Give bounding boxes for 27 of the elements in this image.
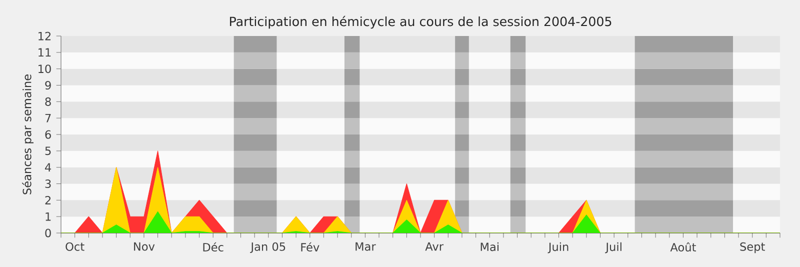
x-tick-label: Juil <box>605 242 622 254</box>
x-tick-label: Déc <box>203 242 224 252</box>
y-tick-label: 4 <box>45 163 52 172</box>
y-tick-label: 5 <box>45 146 51 156</box>
x-tick-label: Avr <box>425 242 444 251</box>
y-tick-label: 0 <box>45 228 51 238</box>
x-tick-label: Fév <box>301 242 320 252</box>
x-tick-label: Jan 05 <box>250 242 286 253</box>
x-tick-label: Mar <box>356 242 376 251</box>
y-tick-label: 1 <box>46 212 51 221</box>
chart-title: Participation en hémicycle au cours de la session 2004-2005 <box>230 16 612 29</box>
y-tick-label: 6 <box>45 130 51 139</box>
x-tick-label: Sept <box>740 242 765 254</box>
x-tick-label: Juin <box>548 242 568 254</box>
y-tick-label: 3 <box>45 179 51 188</box>
y-tick-label: 9 <box>45 80 51 90</box>
y-tick-label: 11 <box>38 48 51 57</box>
y-tick-label: 12 <box>38 32 51 40</box>
y-tick-label: 2 <box>45 196 51 204</box>
y-axis-title: Séances par semaine <box>22 74 34 194</box>
x-tick-label: Août <box>670 242 696 252</box>
y-tick-label: 10 <box>38 64 51 74</box>
x-tick-label: Mai <box>480 242 498 252</box>
y-tick-label: 7 <box>45 114 51 122</box>
x-tick-label: Nov <box>134 242 155 251</box>
y-tick-label: 8 <box>45 97 51 106</box>
x-tick-label: Oct <box>66 242 84 251</box>
